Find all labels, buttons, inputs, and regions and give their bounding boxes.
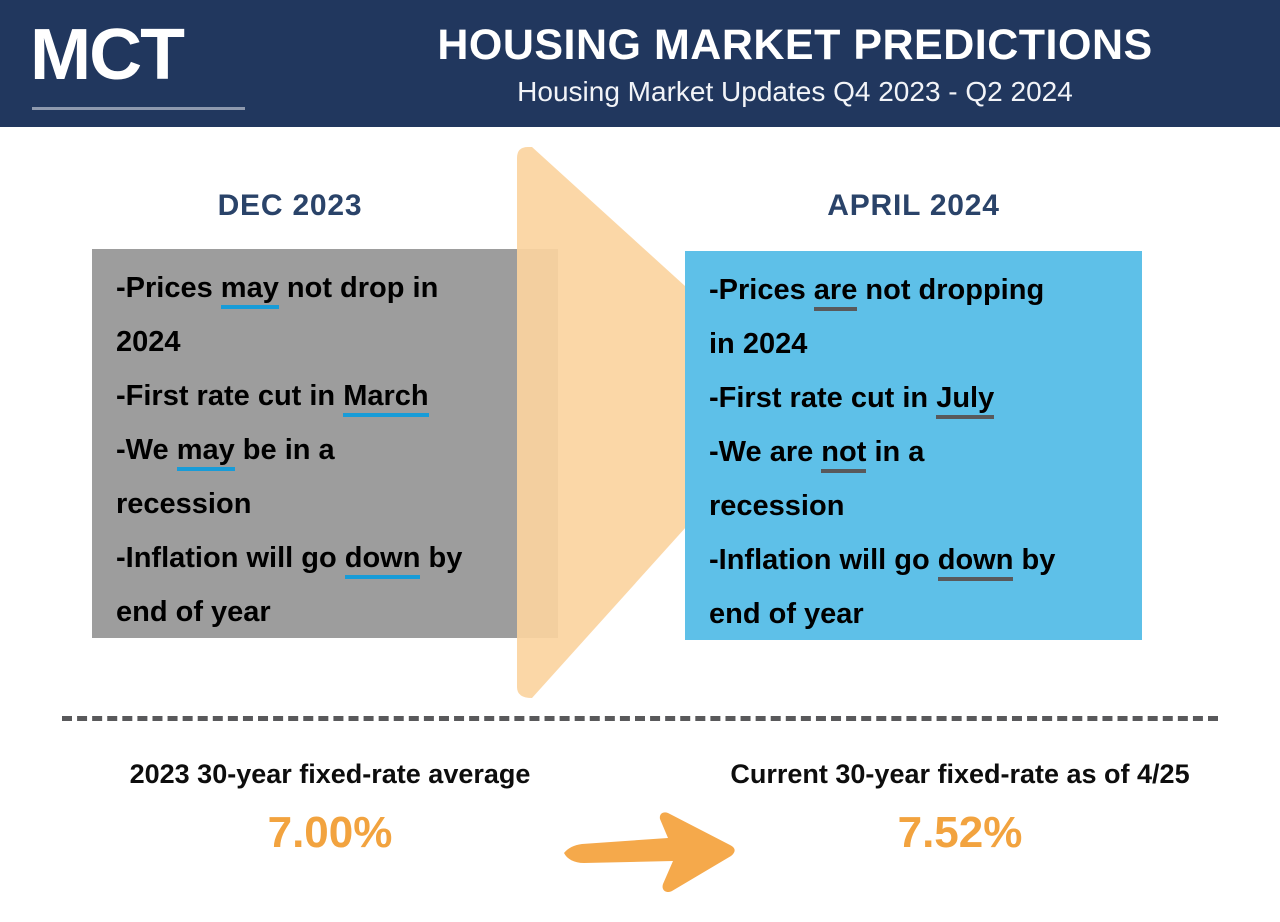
left-column-heading: DEC 2023 xyxy=(217,189,363,222)
page-title: HOUSING MARKET PREDICTIONS xyxy=(437,21,1153,69)
panel-text-fragment: -Prices xyxy=(116,272,221,304)
panel-text-line: -First rate cut in July xyxy=(709,371,1142,425)
panel-text-fragment: end of year xyxy=(709,598,864,630)
panel-text-line: -First rate cut in March xyxy=(116,369,558,423)
emphasized-term: are xyxy=(813,274,858,311)
panel-text-fragment: -Inflation will go xyxy=(116,542,345,574)
panel-text-line: -Inflation will go down by xyxy=(116,531,558,585)
panel-text-fragment: not drop in xyxy=(278,272,439,304)
panel-text-line: in 2024 xyxy=(709,317,1142,371)
panel-text-fragment: -First rate cut in xyxy=(116,380,344,412)
panel-text-fragment: by xyxy=(1013,544,1056,576)
emphasized-term: March xyxy=(343,380,429,417)
april-2024-panel: -Prices are not dropping in 2024 -First ra… xyxy=(685,251,1142,640)
panel-text-line: recession xyxy=(116,477,558,531)
emphasized-term: not xyxy=(821,436,867,473)
panel-text-line: -Prices may not drop in xyxy=(116,261,558,315)
panel-text-fragment: in 2024 xyxy=(709,328,808,360)
panel-text-fragment: -First rate cut in xyxy=(709,382,937,414)
rate-stat-current: Current 30-year fixed-rate as of 4/25 7.… xyxy=(660,757,1260,861)
rate-stat-current-value: 7.52% xyxy=(897,808,1023,857)
panel-text-line: -Inflation will go down by xyxy=(709,533,1142,587)
emphasized-term: July xyxy=(936,382,995,419)
panel-text-line: end of year xyxy=(709,587,1142,641)
panel-text-fragment: 2024 xyxy=(116,326,181,358)
panel-text-fragment: recession xyxy=(709,490,845,522)
panel-text-fragment: by xyxy=(420,542,463,574)
emphasized-term: down xyxy=(937,544,1014,581)
panel-text-line: 2024 xyxy=(116,315,558,369)
panel-text-line: -We may be in a xyxy=(116,423,558,477)
panel-text-fragment: be in a xyxy=(234,434,335,466)
panel-text-fragment: -Prices xyxy=(709,274,814,306)
panel-text-fragment: end of year xyxy=(116,596,271,628)
emphasized-term: may xyxy=(220,272,279,309)
emphasized-term: down xyxy=(344,542,421,579)
panel-text-line: -Prices are not dropping xyxy=(709,263,1142,317)
section-divider xyxy=(62,716,1218,721)
rate-stat-2023-label: 2023 30-year fixed-rate average xyxy=(129,759,531,789)
panel-text-fragment: recession xyxy=(116,488,252,520)
mct-logo[interactable]: MCT xyxy=(30,18,245,114)
panel-text-line: end of year xyxy=(116,585,558,639)
right-column-heading: APRIL 2024 xyxy=(827,189,1000,222)
header-bar: MCT HOUSING MARKET PREDICTIONS Housing M… xyxy=(0,0,1280,127)
emphasized-term: may xyxy=(176,434,235,471)
panel-text-fragment: -Inflation will go xyxy=(709,544,938,576)
logo-underline xyxy=(32,107,245,110)
panel-text-fragment: -We are xyxy=(709,436,822,468)
panel-text-line: -We are not in a xyxy=(709,425,1142,479)
rate-stat-2023: 2023 30-year fixed-rate average 7.00% xyxy=(40,757,620,861)
dec-2023-panel: -Prices may not drop in 2024 -First rate c… xyxy=(92,249,558,638)
panel-text-fragment: -We xyxy=(116,434,177,466)
panel-text-fragment: not dropping xyxy=(857,274,1045,306)
rate-stat-2023-value: 7.00% xyxy=(267,808,393,857)
page-subtitle: Housing Market Updates Q4 2023 - Q2 2024 xyxy=(517,76,1073,107)
rate-stat-current-label: Current 30-year fixed-rate as of 4/25 xyxy=(730,759,1190,789)
logo-wordmark: MCT xyxy=(30,15,185,95)
panel-text-fragment: in a xyxy=(866,436,925,468)
panel-text-line: recession xyxy=(709,479,1142,533)
